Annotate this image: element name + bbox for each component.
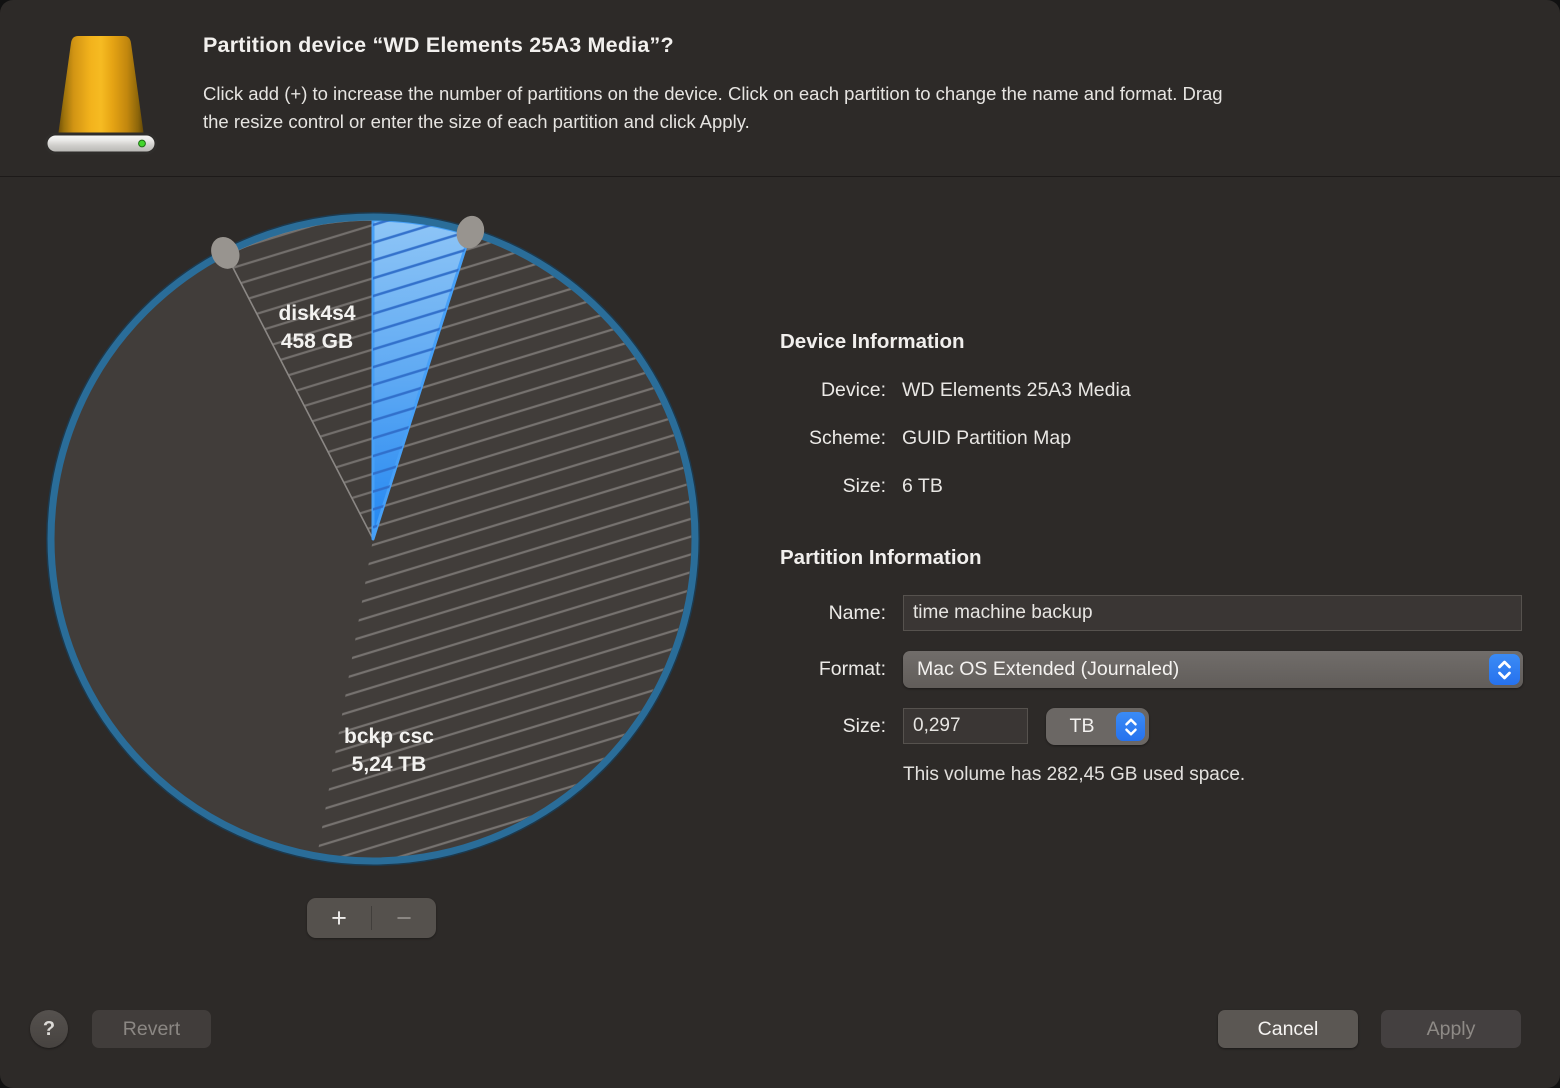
- pie-ring-outer-edge: [46, 212, 700, 866]
- external-drive-icon: [44, 36, 158, 155]
- pie-label-disk4s4-name: disk4s4: [278, 302, 355, 325]
- pie-label-bckp-size: 5,24 TB: [352, 753, 427, 776]
- apply-button[interactable]: Apply: [1381, 1010, 1521, 1048]
- format-dropdown[interactable]: Mac OS Extended (Journaled): [903, 651, 1523, 688]
- size-unit-value: TB: [1069, 715, 1095, 737]
- pie-slice-bckp-csc[interactable]: [317, 235, 692, 858]
- device-size-label: Size:: [842, 475, 886, 497]
- name-label: Name:: [828, 602, 886, 624]
- resize-handle-right[interactable]: [453, 212, 489, 252]
- dialog-description-line1: Click add (+) to increase the number of …: [203, 83, 1223, 104]
- partition-info-heading: Partition Information: [780, 546, 982, 569]
- device-value: WD Elements 25A3 Media: [902, 379, 1131, 401]
- header-divider: [0, 176, 1560, 177]
- format-dropdown-value: Mac OS Extended (Journaled): [917, 658, 1180, 680]
- revert-button[interactable]: Revert: [92, 1010, 211, 1048]
- cancel-button[interactable]: Cancel: [1218, 1010, 1358, 1048]
- chevron-up-down-icon: [1124, 718, 1137, 735]
- device-info-heading: Device Information: [780, 330, 965, 353]
- dialog-description-line2: the resize control or enter the size of …: [203, 111, 750, 132]
- size-unit-dropdown[interactable]: TB: [1046, 708, 1149, 745]
- pie-label-disk4s4-size: 458 GB: [281, 330, 353, 353]
- device-size-value: 6 TB: [902, 475, 943, 497]
- format-label: Format:: [818, 658, 886, 680]
- remove-partition-button[interactable]: −: [372, 898, 436, 938]
- partition-pie-chart: disk4s4 458 GB bckp csc 5,24 TB: [46, 212, 700, 866]
- help-button[interactable]: ?: [30, 1010, 68, 1048]
- dropdown-stepper-icon: [1489, 654, 1520, 685]
- dialog-title: Partition device “WD Elements 25A3 Media…: [203, 33, 674, 57]
- segment-divider: [371, 906, 372, 930]
- scheme-value: GUID Partition Map: [902, 427, 1072, 449]
- add-partition-button[interactable]: +: [307, 898, 371, 938]
- partition-add-remove-control: + −: [307, 898, 436, 938]
- chevron-up-down-icon: [1498, 660, 1511, 679]
- partition-name-input[interactable]: [903, 595, 1522, 631]
- resize-handle-left[interactable]: [206, 232, 245, 274]
- unit-dropdown-stepper-icon: [1116, 712, 1145, 741]
- scheme-label: Scheme:: [809, 427, 886, 449]
- device-label: Device:: [820, 379, 886, 401]
- dialog-description: Click add (+) to increase the number of …: [203, 80, 1223, 136]
- pie-slice-time-machine-backup-hatch: [373, 220, 470, 539]
- used-space-note: This volume has 282,45 GB used space.: [903, 764, 1246, 785]
- pie-ring: [47, 213, 699, 865]
- partition-size-input[interactable]: [903, 708, 1028, 744]
- pie-label-bckp-name: bckp csc: [344, 725, 434, 748]
- partition-size-label: Size:: [842, 715, 886, 737]
